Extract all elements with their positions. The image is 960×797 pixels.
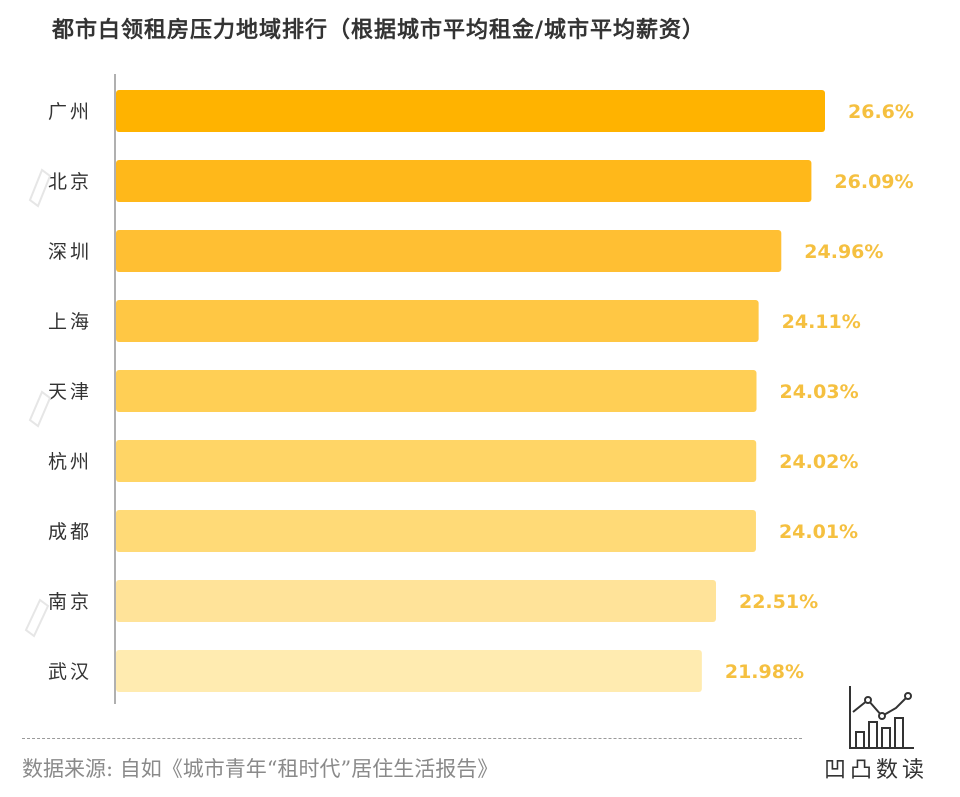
- value-label-8: 21.98%: [725, 661, 804, 683]
- category-label-7: 南京: [48, 591, 92, 613]
- category-label-6: 成都: [48, 521, 92, 543]
- category-label-3: 上海: [48, 311, 92, 333]
- category-label-0: 广州: [48, 101, 92, 123]
- bar-5: [116, 440, 757, 482]
- value-label-4: 24.03%: [779, 381, 858, 403]
- bar-4: [116, 370, 757, 412]
- chart-title: 都市白领租房压力地域排行（根据城市平均租金/城市平均薪资）: [52, 18, 706, 43]
- bar-6: [116, 510, 756, 552]
- footer-divider: [22, 738, 802, 739]
- value-label-5: 24.02%: [779, 451, 858, 473]
- bar-2: [116, 230, 782, 272]
- bar-7: [116, 580, 716, 622]
- category-label-4: 天津: [48, 381, 92, 403]
- value-label-6: 24.01%: [779, 521, 858, 543]
- value-label-1: 26.09%: [834, 171, 913, 193]
- bar-3: [116, 300, 759, 342]
- logo-text: 凹凸数读: [824, 758, 929, 783]
- category-label-1: 北京: [48, 171, 92, 193]
- data-source: 数据来源: 自如《城市青年“租时代”居住生活报告》: [22, 757, 499, 781]
- category-label-2: 深圳: [48, 241, 92, 263]
- value-label-2: 24.96%: [804, 241, 883, 263]
- value-label-0: 26.6%: [848, 101, 914, 123]
- category-label-8: 武汉: [48, 661, 92, 683]
- value-label-3: 24.11%: [782, 311, 861, 333]
- value-label-7: 22.51%: [739, 591, 818, 613]
- bar-0: [116, 90, 825, 132]
- watermark-icon: [24, 168, 52, 638]
- logo-icon: [849, 686, 914, 749]
- bar-1: [116, 160, 812, 202]
- bar-chart: 广州 26.6% 北京 26.09% 深圳 24.96% 上海 24.11% 天津 24.03% 杭…: [48, 74, 914, 704]
- bar-8: [116, 650, 702, 692]
- category-label-5: 杭州: [48, 451, 92, 473]
